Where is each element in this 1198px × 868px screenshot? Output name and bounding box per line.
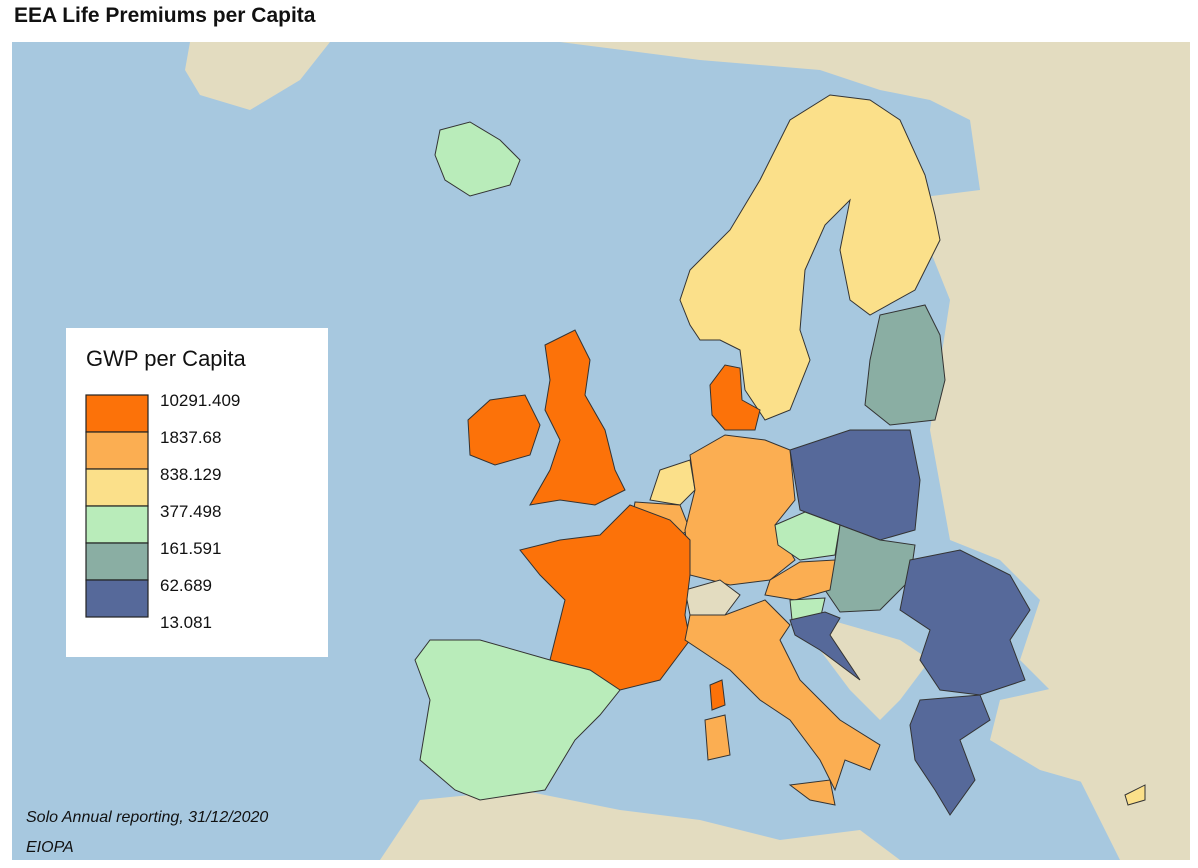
iceland bbox=[434, 121, 521, 197]
sardinia bbox=[704, 714, 731, 761]
denmark bbox=[709, 364, 761, 431]
nordics bbox=[679, 94, 941, 421]
legend: 10291.409 1837.68 838.129 377.498 161.591 62.… bbox=[85, 391, 240, 632]
italy bbox=[684, 599, 881, 792]
ireland bbox=[467, 394, 541, 466]
legend-swatch bbox=[85, 542, 149, 581]
austria bbox=[764, 559, 836, 601]
legend-label: 62.689 bbox=[160, 576, 212, 595]
non-eea-land bbox=[185, 42, 1190, 860]
romania-bulgaria bbox=[899, 549, 1031, 696]
title: EEA Life Premiums per Capita bbox=[14, 4, 316, 27]
legend-label: 10291.409 bbox=[160, 391, 240, 410]
legend-label: 161.591 bbox=[160, 539, 221, 558]
netherlands bbox=[649, 459, 696, 506]
switzerland bbox=[684, 579, 741, 616]
legend-swatch bbox=[85, 468, 149, 507]
greece bbox=[909, 694, 991, 816]
countries bbox=[414, 94, 1146, 816]
czechia bbox=[774, 511, 841, 561]
iberia bbox=[414, 639, 621, 801]
croatia bbox=[789, 611, 861, 681]
legend-label: 13.081 bbox=[160, 613, 212, 632]
legend-swatch bbox=[85, 505, 149, 544]
legend-swatch bbox=[85, 431, 149, 470]
france bbox=[519, 504, 691, 691]
germany bbox=[684, 434, 796, 586]
legend-label: 1837.68 bbox=[160, 428, 221, 447]
publisher-note: EIOPA bbox=[26, 839, 74, 856]
poland bbox=[789, 429, 921, 541]
legend-swatch bbox=[85, 579, 149, 618]
great-britain bbox=[529, 329, 626, 506]
legend-label: 377.498 bbox=[160, 502, 221, 521]
legend-label: 838.129 bbox=[160, 465, 221, 484]
baltics bbox=[864, 304, 946, 426]
source-note: Solo Annual reporting, 31/12/2020 bbox=[26, 809, 268, 826]
sicily bbox=[788, 779, 836, 806]
cyprus bbox=[1124, 784, 1146, 806]
corsica bbox=[709, 679, 726, 711]
legend-swatch bbox=[85, 394, 149, 433]
legend-title: GWP per Capita bbox=[86, 346, 247, 371]
